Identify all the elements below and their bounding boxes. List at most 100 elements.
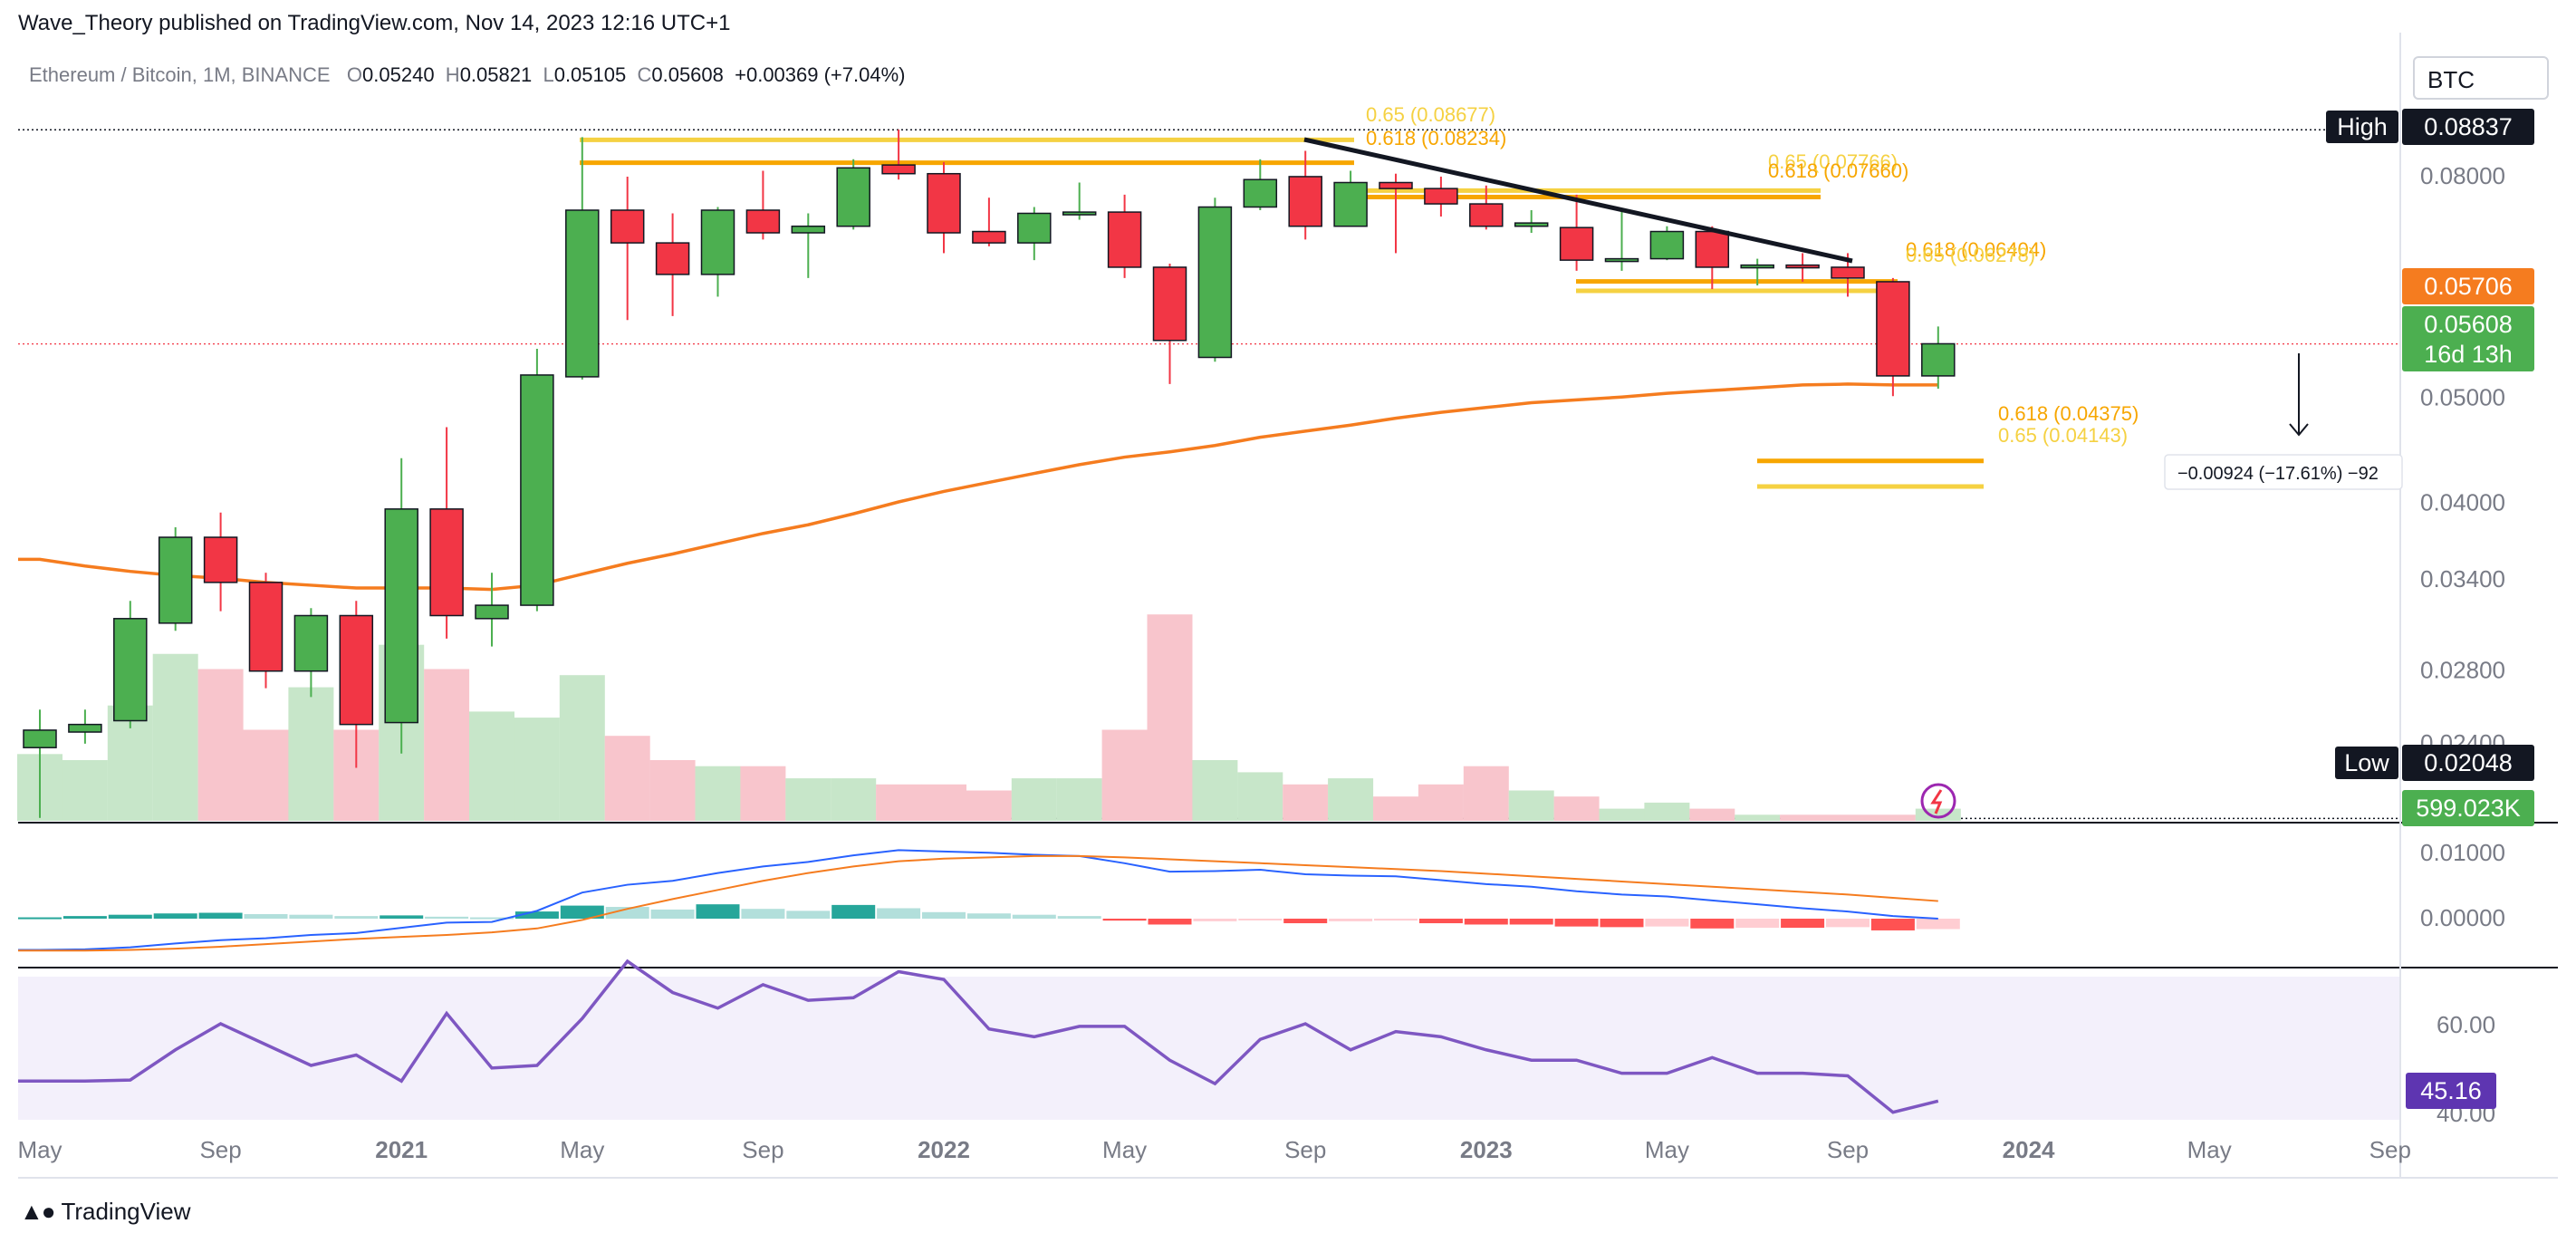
macd-histogram-bar	[966, 913, 1011, 919]
low-label: L	[543, 63, 554, 86]
publisher-caption: Wave_Theory published on TradingView.com…	[18, 11, 731, 35]
candle-body	[68, 723, 102, 733]
ema-value-badge-text: 0.05706	[2424, 273, 2513, 300]
fib-level-label: 0.618 (0.08234)	[1366, 127, 1506, 149]
candle-body	[791, 225, 826, 234]
low-value-badge-bg	[2402, 745, 2534, 781]
volume-bar	[785, 778, 831, 821]
volume-bar	[695, 766, 741, 821]
fib-level-label: 0.618 (0.06404)	[1906, 238, 2046, 261]
candle	[745, 170, 781, 240]
candle-countdown-badge-bg	[2402, 337, 2534, 371]
macd-histogram-bar	[650, 909, 695, 919]
candle	[248, 573, 284, 689]
candle-body	[1062, 211, 1097, 216]
candle	[23, 709, 57, 818]
candle	[700, 207, 735, 297]
candle-body	[475, 604, 509, 620]
macd-histogram-bar	[1193, 919, 1237, 921]
macd-histogram-bar	[1645, 919, 1689, 927]
open-value: 0.05240	[362, 63, 435, 86]
macd-histogram-bar	[1735, 919, 1780, 929]
candle	[1379, 173, 1413, 254]
projection-label: −0.00924 (−17.61%) −92	[2177, 464, 2379, 484]
close-value: 0.05608	[651, 63, 724, 86]
ema-value-badge: 0.05706	[2402, 268, 2534, 304]
low-value: 0.05105	[553, 63, 627, 86]
macd-histogram-bar	[560, 905, 604, 919]
high-value-badge: 0.08837	[2402, 109, 2534, 145]
macd-histogram-bar	[289, 914, 333, 919]
macd-histogram-bar	[425, 916, 469, 919]
currency-selector[interactable]: BTC	[2413, 56, 2549, 100]
candle-body	[1424, 188, 1458, 205]
candle-body	[203, 536, 238, 583]
volume-bar	[559, 675, 605, 821]
time-axis-label: May	[1102, 1136, 1147, 1163]
candle	[1785, 253, 1820, 282]
macd-line	[18, 849, 1938, 951]
macd-histogram-bar	[831, 904, 876, 919]
volume-bar	[831, 778, 877, 821]
volume-bar	[469, 711, 514, 821]
macd-histogram-bar	[1826, 919, 1870, 928]
volume-bar	[1373, 796, 1418, 821]
candle-body	[1831, 266, 1865, 279]
macd-histogram-bar	[1781, 919, 1825, 929]
time-axis-label: May	[1645, 1136, 1689, 1163]
candle-body	[384, 508, 418, 724]
candle-body	[1740, 264, 1774, 269]
volume-bar	[1056, 778, 1102, 821]
candle	[1017, 207, 1052, 261]
macd-histogram-bar	[1916, 919, 1960, 930]
candle-body	[745, 209, 781, 234]
candle-body	[655, 242, 690, 275]
macd-histogram-bar	[1464, 919, 1508, 925]
time-axis-label: Sep	[742, 1136, 783, 1163]
volume-bar	[1599, 808, 1645, 821]
time-axis-label: 2024	[2003, 1136, 2055, 1163]
symbol-name[interactable]: Ethereum / Bitcoin, 1M, BINANCE	[29, 63, 331, 86]
candle-body	[565, 209, 600, 378]
tv-logo-icon: ▲●	[20, 1198, 55, 1225]
candle-body	[1197, 206, 1233, 359]
alert-icon	[1920, 783, 1956, 819]
candle	[1062, 182, 1097, 220]
candle	[293, 608, 329, 698]
candle	[1469, 185, 1504, 230]
volume-bar	[876, 784, 922, 821]
ema-line	[18, 382, 1938, 592]
macd-histogram-bar	[1870, 919, 1915, 930]
volume-bar	[514, 718, 560, 821]
candle-body	[293, 614, 329, 672]
time-axis-label: Sep	[199, 1136, 241, 1163]
candle-body	[881, 164, 916, 175]
candle	[1740, 258, 1774, 286]
fib-level-label: 0.65 (0.07766)	[1768, 150, 1898, 173]
time-axis-label: 2022	[918, 1136, 970, 1163]
candle	[1649, 226, 1685, 261]
macd-histogram-bar	[922, 911, 966, 919]
candle-body	[700, 209, 735, 275]
high-label-badge-text: High	[2337, 113, 2388, 140]
candle-body	[836, 167, 870, 227]
volume-bar	[1463, 766, 1509, 821]
rsi-value-badge: 45.16	[2406, 1073, 2496, 1109]
candle	[1876, 277, 1910, 397]
candle	[475, 573, 509, 647]
volume-bar	[424, 669, 470, 821]
macd-histogram-bar	[1148, 919, 1192, 925]
candle	[881, 130, 916, 180]
macd-histogram-bar	[1690, 919, 1735, 929]
candle	[1559, 194, 1594, 271]
volume-bar	[1689, 808, 1735, 821]
candle	[384, 458, 418, 754]
candle	[565, 137, 600, 380]
price-tick-label: 0.05000	[2420, 383, 2505, 410]
volume-value-badge-text: 599.023K	[2416, 795, 2521, 822]
high-value-badge-text: 0.08837	[2424, 113, 2513, 140]
tradingview-logo[interactable]: ▲● TradingView	[20, 1198, 191, 1226]
low-label-badge-text: Low	[2344, 749, 2389, 776]
macd-histogram-bar	[514, 911, 559, 919]
